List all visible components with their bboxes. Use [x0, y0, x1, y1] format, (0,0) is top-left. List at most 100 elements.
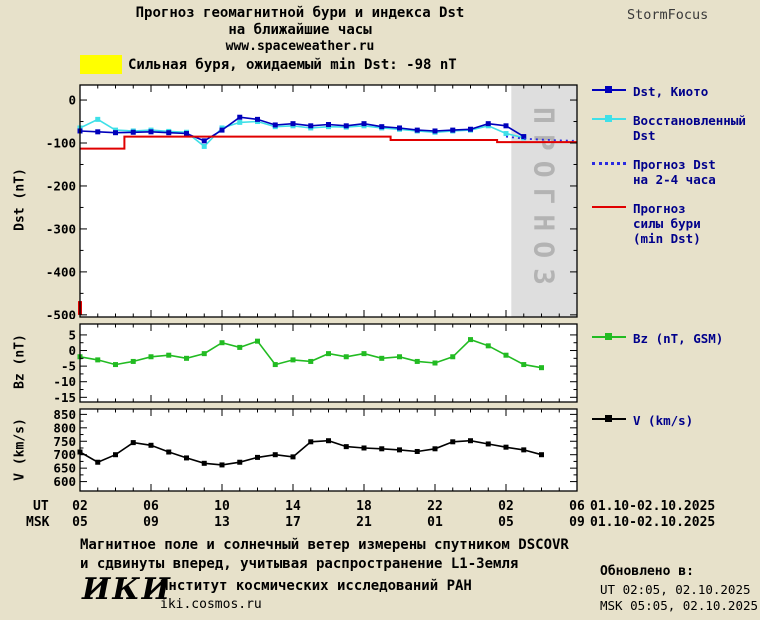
series-marker: [290, 121, 296, 127]
x-tick-ut: 02: [498, 499, 514, 514]
series-marker: [343, 123, 349, 129]
storm-level-swatch: [80, 55, 122, 74]
series-marker: [113, 362, 118, 368]
series-marker: [148, 354, 154, 360]
series-marker: [95, 357, 101, 363]
legend-swatch: [592, 157, 626, 170]
y-tick-label: 700: [53, 447, 76, 462]
x-tick-ut: 14: [285, 499, 301, 514]
legend-v: V (km/s): [592, 413, 760, 442]
legend-label: Прогноз силы бури (min Dst): [633, 201, 701, 246]
x-axis: UT MSK 01.10-02.10.2025 01.10-02.10.2025…: [0, 499, 760, 531]
series-line: [79, 116, 525, 142]
y-tick-label: 850: [53, 407, 76, 422]
legend-swatch: [592, 113, 626, 126]
series-marker: [326, 351, 331, 357]
legend-label: V (km/s): [633, 413, 694, 428]
x-tick-ut: 06: [143, 499, 159, 514]
y-tick-label: 800: [53, 420, 76, 435]
series-marker: [326, 438, 331, 444]
msk-date-range: 01.10-02.10.2025: [590, 515, 716, 530]
series-marker: [113, 127, 118, 133]
x-tick-msk: 05: [498, 515, 514, 530]
chart-dst: ПРОГНОЗ 0 -100 -200 -300 -400 -500: [46, 84, 578, 319]
series-marker: [95, 459, 101, 465]
series-marker: [308, 123, 314, 129]
series-marker: [308, 439, 314, 445]
brand-label: StormFocus: [627, 7, 709, 23]
page-subtitle: на ближайшие часы: [228, 22, 372, 38]
y-tick-label: -300: [46, 221, 76, 236]
x-tick-ut: 10: [214, 499, 230, 514]
series-marker: [255, 454, 260, 460]
x-tick-msk: 01: [427, 515, 443, 530]
series-marker: [539, 452, 544, 458]
y-tick-label: 750: [53, 434, 76, 449]
updated-time-msk: MSK 05:05, 02.10.2025: [600, 598, 759, 613]
x-tick-msk: 05: [72, 515, 88, 530]
series-marker: [237, 119, 243, 125]
legend-label: Dst, Киото: [633, 84, 709, 99]
series-marker: [503, 352, 509, 358]
note-line1: Магнитное поле и солнечный ветер измерен…: [80, 537, 569, 553]
series-marker: [468, 337, 473, 343]
series-marker: [414, 358, 420, 364]
legend-item: Прогноз силы бури (min Dst): [592, 201, 760, 246]
data-source-note: Магнитное поле и солнечный ветер измерен…: [80, 536, 569, 574]
legend-swatch: [592, 201, 626, 214]
series-marker: [219, 127, 225, 133]
legend-item: Восстановленный Dst: [592, 113, 760, 143]
iki-site-url: iki.cosmos.ru: [160, 597, 262, 612]
legend-item: Dst, Киото: [592, 84, 760, 99]
iki-logo: ИКИ: [82, 572, 172, 607]
series-marker: [521, 362, 527, 368]
bz-axis-label: Bz (nT): [12, 334, 28, 389]
legend-item: Прогноз Dst на 2-4 часа: [592, 157, 760, 187]
storm-alert-text: Сильная буря, ожидаемый min Dst: -98 nT: [128, 57, 457, 73]
series-marker: [468, 126, 473, 132]
series-marker: [219, 462, 225, 468]
forecast-region-label: ПРОГНОЗ: [528, 107, 561, 295]
y-tick-label: -400: [46, 264, 76, 279]
series-marker: [414, 448, 420, 454]
y-tick-label: -15: [53, 390, 76, 404]
institute-name: Институт космических исследований РАН: [160, 578, 472, 594]
series-marker: [343, 354, 349, 360]
legend-bz: Bz (nT, GSM): [592, 331, 760, 360]
legend-label: Прогноз Dst на 2-4 часа: [633, 157, 716, 187]
y-tick-label: -10: [53, 374, 76, 389]
series-marker: [521, 134, 527, 140]
series-marker: [201, 138, 207, 144]
series-marker: [255, 116, 260, 122]
x-tick-msk: 13: [214, 515, 230, 530]
series-marker: [290, 357, 296, 363]
updated-label: Обновлено в:: [600, 564, 694, 579]
series-marker: [379, 446, 385, 452]
spaceweather-url: www.spaceweather.ru: [225, 39, 375, 54]
x-tick-msk: 09: [143, 515, 159, 530]
series-marker: [113, 452, 118, 458]
series-marker: [201, 460, 207, 466]
series-marker: [397, 447, 402, 453]
series-marker: [95, 129, 101, 135]
series-marker: [432, 446, 438, 452]
y-tick-label: -500: [46, 307, 76, 319]
legend-marker: [605, 86, 612, 93]
series-line: [80, 135, 577, 150]
y-tick-label: 600: [53, 474, 76, 489]
note-line2: и сдвинуты вперед, учитывая распростране…: [80, 556, 519, 572]
y-tick-label: 5: [68, 327, 76, 342]
series-marker: [503, 123, 509, 129]
x-tick-msk: 21: [356, 515, 372, 530]
y-tick-label: 650: [53, 461, 76, 476]
x-tick-ut: 22: [427, 499, 443, 514]
ut-date-range: 01.10-02.10.2025: [590, 499, 716, 514]
series-marker: [432, 360, 438, 366]
series-marker: [450, 127, 456, 133]
y-tick-label: -5: [61, 359, 76, 374]
legend-swatch: [592, 413, 626, 426]
series-marker: [379, 355, 385, 361]
series-marker: [450, 354, 456, 360]
y-tick-label: 0: [68, 93, 76, 108]
